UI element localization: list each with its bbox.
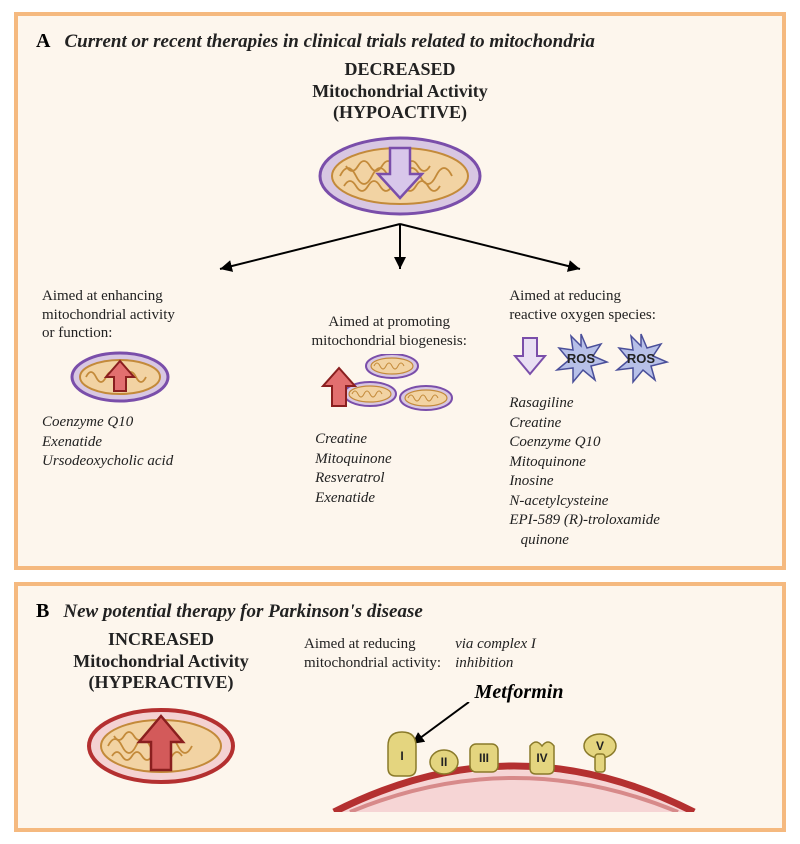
mitochondrion-enhance-icon <box>60 347 180 407</box>
panel-b-header: B New potential therapy for Parkinson's … <box>36 600 764 623</box>
complex-i-label: I <box>400 749 403 763</box>
panel-b-right-h1: Aimed at reducing <box>304 635 441 654</box>
branch-mid-h1: Aimed at promoting <box>281 313 497 332</box>
branch-arrows-icon <box>140 219 660 279</box>
mitochondrion-hyperactive-icon <box>76 700 246 790</box>
complex-v-label: V <box>596 739 604 753</box>
drug: Ursodeoxycholic acid <box>42 452 269 472</box>
ros-label: ROS <box>567 351 596 366</box>
panel-b-label: B <box>36 600 49 622</box>
drug: EPI-589 (R)-troloxamide <box>509 511 758 531</box>
drug: Mitoquinone <box>315 450 497 470</box>
ros-label: ROS <box>627 351 656 366</box>
branch-left-h2: mitochondrial activity <box>42 306 269 325</box>
mitochondria-biogenesis-icon <box>314 354 464 424</box>
drug: Coenzyme Q10 <box>42 413 269 433</box>
drug: Coenzyme Q10 <box>509 433 758 453</box>
membrane-complexes-icon: I II III IV <box>304 702 724 812</box>
panel-b-note2: inhibition <box>455 654 536 673</box>
panel-b-inner: B New potential therapy for Parkinson's … <box>18 586 782 828</box>
branch-right-h2: reactive oxygen species: <box>509 306 758 325</box>
drug: Inosine <box>509 472 758 492</box>
panel-b-right-h2: mitochondrial activity: <box>304 654 441 673</box>
branch-right-h1: Aimed at reducing <box>509 287 758 306</box>
mitochondrion-hypoactive-icon <box>300 128 500 223</box>
metformin-label: Metformin <box>274 681 764 704</box>
panel-b-heading3: (HYPERACTIVE) <box>36 672 286 694</box>
drug: Creatine <box>315 430 497 450</box>
branch-left-h3: or function: <box>42 324 269 343</box>
drug: Rasagiline <box>509 394 758 414</box>
complex-iv-label: IV <box>536 751 547 765</box>
drug: Creatine <box>509 414 758 434</box>
branch-right: Aimed at reducing reactive oxygen specie… <box>503 287 764 551</box>
branch-left-h1: Aimed at enhancing <box>42 287 269 306</box>
panel-a-columns: Aimed at enhancing mitochondrial activit… <box>36 287 764 551</box>
panel-a-label: A <box>36 30 50 52</box>
panel-a-title: Current or recent therapies in clinical … <box>64 31 594 52</box>
complex-iii-label: III <box>479 751 489 765</box>
panel-b-heading1: INCREASED <box>36 629 286 651</box>
branch-mid-h2: mitochondrial biogenesis: <box>281 332 497 351</box>
branch-right-drugs: Rasagiline Creatine Coenzyme Q10 Mitoqui… <box>509 394 758 550</box>
drug: Resveratrol <box>315 469 497 489</box>
panel-b-row: INCREASED Mitochondrial Activity (HYPERA… <box>36 629 764 812</box>
drug: Exenatide <box>42 433 269 453</box>
panel-b: B New potential therapy for Parkinson's … <box>14 582 786 832</box>
branch-left: Aimed at enhancing mitochondrial activit… <box>36 287 275 551</box>
panel-a-inner: A Current or recent therapies in clinica… <box>18 16 782 566</box>
drug: Mitoquinone <box>509 453 758 473</box>
panel-b-right: Aimed at reducing mitochondrial activity… <box>304 629 764 812</box>
panel-a-heading2: Mitochondrial Activity <box>36 81 764 103</box>
panel-a-center: DECREASED Mitochondrial Activity (HYPOAC… <box>36 59 764 279</box>
branch-left-drugs: Coenzyme Q10 Exenatide Ursodeoxycholic a… <box>42 413 269 472</box>
drug: quinone <box>509 531 758 551</box>
complex-ii-label: II <box>441 755 448 769</box>
drug: N-acetylcysteine <box>509 492 758 512</box>
panel-b-left: INCREASED Mitochondrial Activity (HYPERA… <box>36 629 286 790</box>
panel-b-note1: via complex I <box>455 635 536 654</box>
ros-reduce-icon: ROS ROS <box>509 328 689 388</box>
branch-mid: Aimed at promoting mitochondrial biogene… <box>275 287 503 551</box>
branch-mid-drugs: Creatine Mitoquinone Resveratrol Exenati… <box>281 430 497 508</box>
panel-a-heading1: DECREASED <box>36 59 764 81</box>
panel-a-heading3: (HYPOACTIVE) <box>36 102 764 124</box>
panel-a: A Current or recent therapies in clinica… <box>14 12 786 570</box>
drug: Exenatide <box>315 489 497 509</box>
panel-b-title: New potential therapy for Parkinson's di… <box>63 601 422 622</box>
panel-b-heading2: Mitochondrial Activity <box>36 651 286 673</box>
panel-a-header: A Current or recent therapies in clinica… <box>36 30 764 53</box>
